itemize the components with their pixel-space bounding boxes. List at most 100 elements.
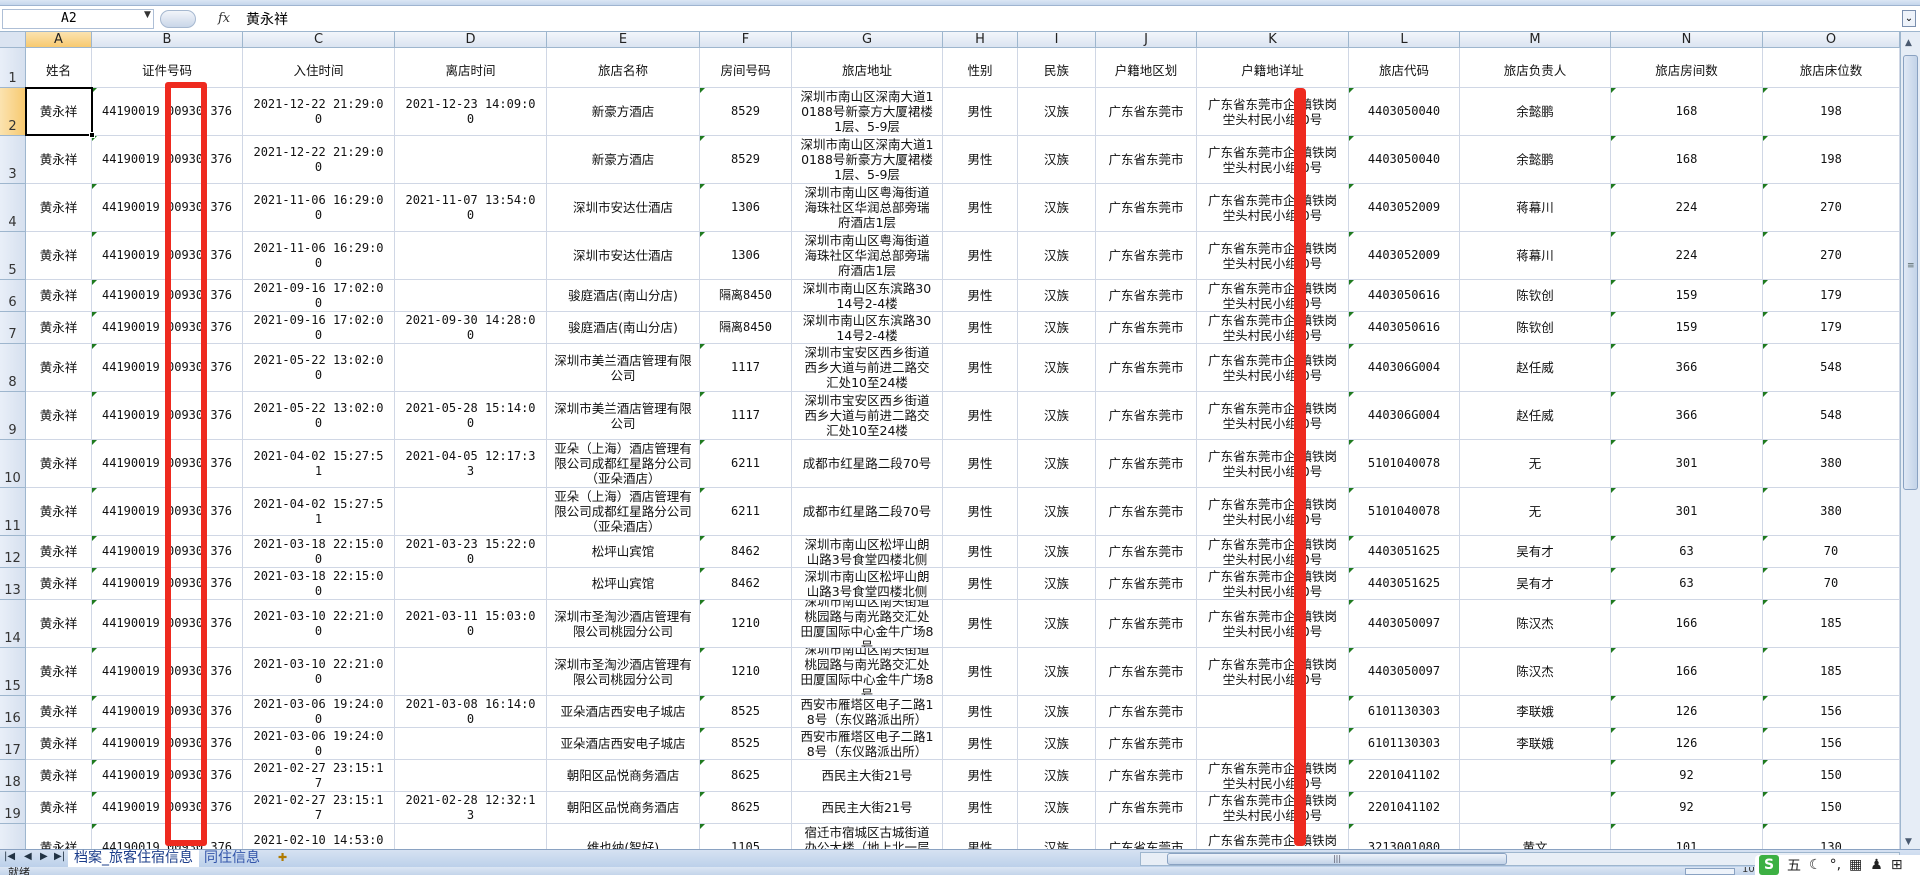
table-cell[interactable]: 2021-05-22 13:02:00 xyxy=(243,392,395,440)
table-cell[interactable]: 70 xyxy=(1763,568,1900,600)
table-cell[interactable]: 黄永祥 xyxy=(26,648,92,696)
table-cell[interactable]: 男性 xyxy=(943,600,1018,648)
error-indicator-icon[interactable] xyxy=(700,184,705,189)
error-indicator-icon[interactable] xyxy=(92,728,97,733)
error-indicator-icon[interactable] xyxy=(700,536,705,541)
column-header-M[interactable]: M xyxy=(1460,32,1611,48)
table-cell[interactable]: 2201041102 xyxy=(1349,760,1460,792)
table-cell[interactable]: 92 xyxy=(1611,760,1763,792)
error-indicator-icon[interactable] xyxy=(1349,728,1354,733)
table-cell[interactable]: 广东省东莞市 xyxy=(1096,488,1197,536)
error-indicator-icon[interactable] xyxy=(1763,312,1768,317)
table-cell[interactable]: 汉族 xyxy=(1018,760,1096,792)
error-indicator-icon[interactable] xyxy=(1611,696,1616,701)
error-indicator-icon[interactable] xyxy=(92,696,97,701)
column-header-B[interactable]: B xyxy=(92,32,243,48)
table-cell[interactable]: 70 xyxy=(1763,536,1900,568)
error-indicator-icon[interactable] xyxy=(700,392,705,397)
table-cell[interactable]: 深圳市圣淘沙酒店管理有限公司桃园分公司 xyxy=(547,600,700,648)
table-cell[interactable]: 224 xyxy=(1611,232,1763,280)
error-indicator-icon[interactable] xyxy=(1763,488,1768,493)
table-cell[interactable]: 2021-03-10 22:21:00 xyxy=(243,648,395,696)
table-cell[interactable]: 2021-03-06 19:24:00 xyxy=(243,696,395,728)
table-cell[interactable]: 陈钦创 xyxy=(1460,280,1611,312)
error-indicator-icon[interactable] xyxy=(1349,344,1354,349)
formula-input[interactable]: 黄永祥 xyxy=(246,12,288,28)
error-indicator-icon[interactable] xyxy=(92,824,97,829)
table-cell[interactable]: 8525 xyxy=(700,696,792,728)
table-cell[interactable] xyxy=(395,280,547,312)
table-cell[interactable]: 深圳市南山区东滨路3014号2-4楼 xyxy=(792,280,943,312)
error-indicator-icon[interactable] xyxy=(1763,184,1768,189)
error-indicator-icon[interactable] xyxy=(700,232,705,237)
table-cell[interactable]: 150 xyxy=(1763,760,1900,792)
insert-function-button[interactable]: fx xyxy=(218,11,231,26)
table-cell[interactable]: 44190019 00930 376 xyxy=(92,568,243,600)
table-cell[interactable]: 4403050097 xyxy=(1349,648,1460,696)
ime-mode[interactable]: 五 xyxy=(1787,858,1801,874)
table-cell[interactable]: 黄永祥 xyxy=(26,600,92,648)
table-cell[interactable]: 8525 xyxy=(700,728,792,760)
table-cell[interactable]: 44190019 00930 376 xyxy=(92,648,243,696)
error-indicator-icon[interactable] xyxy=(1611,392,1616,397)
table-cell[interactable]: 黄永祥 xyxy=(26,696,92,728)
table-cell[interactable]: 黄永祥 xyxy=(26,344,92,392)
table-cell[interactable]: 4403050616 xyxy=(1349,280,1460,312)
horizontal-scroll-thumb[interactable]: ||| xyxy=(1167,853,1507,865)
table-cell[interactable]: 156 xyxy=(1763,696,1900,728)
table-cell[interactable]: 汉族 xyxy=(1018,184,1096,232)
error-indicator-icon[interactable] xyxy=(1349,648,1354,653)
error-indicator-icon[interactable] xyxy=(92,88,97,93)
table-cell[interactable]: 1105 xyxy=(700,824,792,849)
table-cell[interactable]: 汉族 xyxy=(1018,392,1096,440)
table-cell[interactable]: 440306G004 xyxy=(1349,344,1460,392)
table-cell[interactable]: 2021-02-10 14:53:00 xyxy=(243,824,395,849)
table-cell[interactable]: 汉族 xyxy=(1018,488,1096,536)
table-cell[interactable]: 广东省东莞市企 镇铁岗坣头村民小组 0号 xyxy=(1197,392,1349,440)
error-indicator-icon[interactable] xyxy=(1611,792,1616,797)
header-cell[interactable]: 旅店床位数 xyxy=(1763,48,1900,88)
table-cell[interactable]: 广东省东莞市企 镇铁岗坣头村民小组 0号 xyxy=(1197,88,1349,136)
header-cell[interactable]: 房间号码 xyxy=(700,48,792,88)
table-cell[interactable]: 男性 xyxy=(943,568,1018,600)
error-indicator-icon[interactable] xyxy=(1349,824,1354,829)
table-cell[interactable]: 汉族 xyxy=(1018,568,1096,600)
error-indicator-icon[interactable] xyxy=(1611,600,1616,605)
sheet-tab-cohabitant[interactable]: 同住信息 xyxy=(204,850,260,866)
table-cell[interactable]: 44190019 00930 376 xyxy=(92,344,243,392)
table-cell[interactable]: 2021-09-16 17:02:00 xyxy=(243,280,395,312)
error-indicator-icon[interactable] xyxy=(92,440,97,445)
table-cell[interactable]: 366 xyxy=(1611,392,1763,440)
table-cell[interactable]: 陈钦创 xyxy=(1460,312,1611,344)
table-cell[interactable]: 2201041102 xyxy=(1349,792,1460,824)
table-cell[interactable]: 汉族 xyxy=(1018,280,1096,312)
table-cell[interactable]: 198 xyxy=(1763,136,1900,184)
error-indicator-icon[interactable] xyxy=(92,232,97,237)
table-cell[interactable]: 1306 xyxy=(700,232,792,280)
table-cell[interactable]: 2021-04-05 12:17:33 xyxy=(395,440,547,488)
table-cell[interactable]: 汉族 xyxy=(1018,648,1096,696)
table-cell[interactable]: 179 xyxy=(1763,280,1900,312)
error-indicator-icon[interactable] xyxy=(92,488,97,493)
table-cell[interactable] xyxy=(395,232,547,280)
error-indicator-icon[interactable] xyxy=(92,760,97,765)
table-cell[interactable]: 余懿鹏 xyxy=(1460,88,1611,136)
error-indicator-icon[interactable] xyxy=(1349,392,1354,397)
spreadsheet-grid[interactable]: A B C D E F G H I J K L M N O 1 2 3 4 5 6 7 8 9 10 11 12 13 14 15 16 17… xyxy=(0,32,1900,849)
table-cell[interactable]: 44190019 00930 376 xyxy=(92,696,243,728)
error-indicator-icon[interactable] xyxy=(700,600,705,605)
table-cell[interactable]: 男性 xyxy=(943,184,1018,232)
table-cell[interactable]: 63 xyxy=(1611,568,1763,600)
table-cell[interactable]: 4403050040 xyxy=(1349,136,1460,184)
table-cell[interactable]: 8462 xyxy=(700,568,792,600)
table-cell[interactable]: 广东省东莞市企 镇铁岗坣头村民小组 0号 xyxy=(1197,824,1349,849)
row-header-16[interactable]: 16 xyxy=(0,696,26,728)
table-cell[interactable]: 126 xyxy=(1611,728,1763,760)
table-cell[interactable]: 广东省东莞市 xyxy=(1096,536,1197,568)
error-indicator-icon[interactable] xyxy=(1611,136,1616,141)
table-cell[interactable]: 5101040078 xyxy=(1349,440,1460,488)
column-header-A[interactable]: A xyxy=(26,32,92,48)
table-cell[interactable]: 4403050616 xyxy=(1349,312,1460,344)
error-indicator-icon[interactable] xyxy=(1763,440,1768,445)
table-cell[interactable]: 179 xyxy=(1763,312,1900,344)
